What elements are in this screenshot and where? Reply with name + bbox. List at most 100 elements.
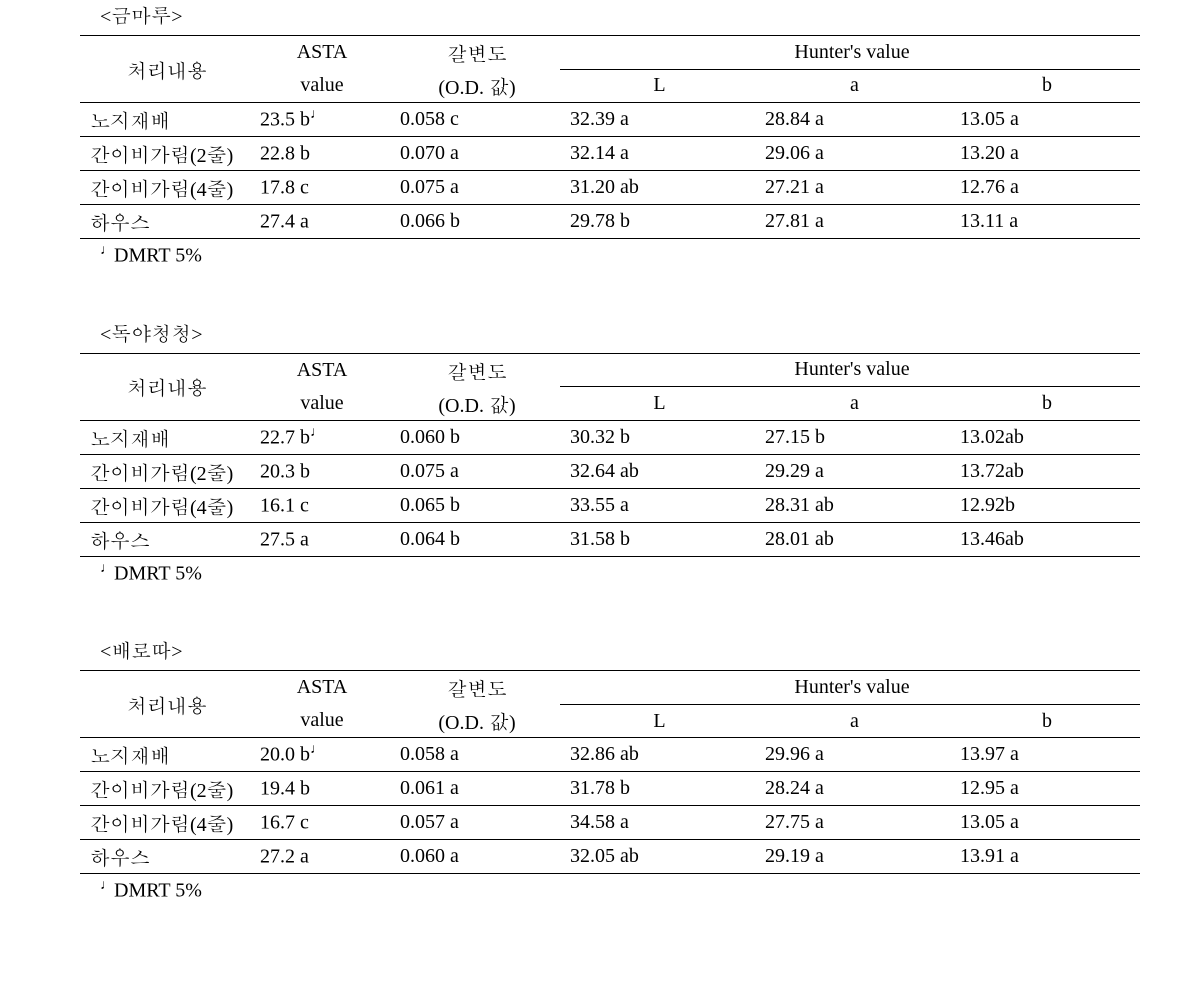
header-treatment: 처리내용 (80, 353, 250, 420)
cell-hunter-L: 31.58 b (560, 522, 755, 556)
cell-hunter-b: 13.05 a (950, 103, 1140, 137)
table-row: 간이비가림(4줄)17.8 c0.075 a31.20 ab27.21 a12.… (80, 171, 1140, 205)
cell-asta-value: 27.5 a (260, 528, 309, 550)
header-browning-bot: (O.D. 값) (390, 704, 560, 738)
table-row: 간이비가림(2줄)20.3 b0.075 a32.64 ab29.29 a13.… (80, 454, 1140, 488)
cell-hunter-L: 30.32 b (560, 420, 755, 454)
footnote-text: DMRT 5% (114, 245, 202, 267)
section-title: <금마루> (0, 0, 1190, 29)
cell-hunter-a: 27.81 a (755, 205, 950, 239)
cell-asta: 19.4 b (250, 772, 390, 806)
cell-asta-value: 19.4 b (260, 778, 310, 800)
cell-asta: 27.2 a (250, 840, 390, 874)
header-hunter-group: Hunter's value (560, 671, 1140, 705)
cell-asta: 17.8 c (250, 171, 390, 205)
cell-hunter-b: 12.92b (950, 488, 1140, 522)
footnote-text: DMRT 5% (114, 562, 202, 584)
header-browning-bot: (O.D. 값) (390, 387, 560, 421)
header-browning-bot: (O.D. 값) (390, 69, 560, 103)
cell-asta: 22.7 b♩ (250, 420, 390, 454)
header-asta-top: ASTA (250, 671, 390, 705)
cell-asta-value: 27.2 a (260, 846, 309, 868)
cell-asta-value: 22.8 b (260, 143, 310, 165)
header-hunter-L: L (560, 69, 755, 103)
cell-hunter-L: 34.58 a (560, 806, 755, 840)
footnote-mark: ♩ (100, 243, 114, 258)
cell-od: 0.065 b (390, 488, 560, 522)
table-row: 간이비가림(2줄)22.8 b0.070 a32.14 a29.06 a13.2… (80, 137, 1140, 171)
cell-asta-mark: ♩ (310, 107, 324, 122)
cell-hunter-b: 13.72ab (950, 454, 1140, 488)
cell-treatment: 노지재배 (80, 738, 250, 772)
cell-hunter-L: 32.64 ab (560, 454, 755, 488)
table-row: 하우스27.2 a0.060 a32.05 ab29.19 a13.91 a (80, 840, 1140, 874)
cell-od: 0.061 a (390, 772, 560, 806)
cell-od: 0.075 a (390, 454, 560, 488)
table-row: 노지재배23.5 b♩0.058 c32.39 a28.84 a13.05 a (80, 103, 1140, 137)
cell-hunter-L: 32.05 ab (560, 840, 755, 874)
cell-treatment: 노지재배 (80, 103, 250, 137)
cell-od: 0.066 b (390, 205, 560, 239)
data-table: 처리내용ASTA갈변도Hunter's valuevalue(O.D. 값)La… (80, 670, 1140, 874)
cell-hunter-b: 13.46ab (950, 522, 1140, 556)
cell-treatment: 하우스 (80, 205, 250, 239)
cell-treatment: 간이비가림(4줄) (80, 171, 250, 205)
cell-hunter-a: 27.15 b (755, 420, 950, 454)
cell-od: 0.057 a (390, 806, 560, 840)
section-title: <배로따> (0, 635, 1190, 664)
cell-hunter-L: 32.39 a (560, 103, 755, 137)
cell-hunter-a: 27.21 a (755, 171, 950, 205)
cell-asta: 23.5 b♩ (250, 103, 390, 137)
cell-asta-value: 23.5 b (260, 109, 310, 131)
cell-hunter-L: 31.78 b (560, 772, 755, 806)
data-table: 처리내용ASTA갈변도Hunter's valuevalue(O.D. 값)La… (80, 35, 1140, 239)
cell-hunter-a: 27.75 a (755, 806, 950, 840)
cell-od: 0.058 c (390, 103, 560, 137)
cell-od: 0.058 a (390, 738, 560, 772)
data-table: 처리내용ASTA갈변도Hunter's valuevalue(O.D. 값)La… (80, 353, 1140, 557)
cell-hunter-a: 28.31 ab (755, 488, 950, 522)
cell-hunter-b: 13.02ab (950, 420, 1140, 454)
header-browning-top: 갈변도 (390, 671, 560, 705)
header-browning-top: 갈변도 (390, 36, 560, 70)
cell-asta: 22.8 b (250, 137, 390, 171)
cell-asta-value: 17.8 c (260, 177, 309, 199)
cell-treatment: 간이비가림(4줄) (80, 806, 250, 840)
header-hunter-b: b (950, 704, 1140, 738)
cell-asta: 27.5 a (250, 522, 390, 556)
section-title: <독야청청> (0, 318, 1190, 347)
header-hunter-a: a (755, 69, 950, 103)
header-asta-top: ASTA (250, 36, 390, 70)
cell-od: 0.064 b (390, 522, 560, 556)
cell-treatment: 하우스 (80, 840, 250, 874)
cell-treatment: 간이비가림(2줄) (80, 454, 250, 488)
cell-treatment: 간이비가림(2줄) (80, 772, 250, 806)
cell-asta-value: 22.7 b (260, 426, 310, 448)
cell-od: 0.060 a (390, 840, 560, 874)
cell-hunter-L: 31.20 ab (560, 171, 755, 205)
cell-hunter-b: 13.20 a (950, 137, 1140, 171)
cell-hunter-b: 12.95 a (950, 772, 1140, 806)
cell-asta: 20.0 b♩ (250, 738, 390, 772)
table-section: <금마루> 처리내용ASTA갈변도Hunter's valuevalue(O.D.… (0, 0, 1190, 268)
cell-hunter-L: 33.55 a (560, 488, 755, 522)
table-row: 간이비가림(2줄) 19.4 b 0.061 a31.78 b28.24 a12.9… (80, 772, 1140, 806)
cell-od: 0.060 b (390, 420, 560, 454)
header-hunter-L: L (560, 704, 755, 738)
cell-hunter-a: 29.06 a (755, 137, 950, 171)
table-section: <독야청청> 처리내용ASTA갈변도Hunter's valuevalue(O.D… (0, 318, 1190, 586)
header-asta-top: ASTA (250, 353, 390, 387)
cell-hunter-a: 28.24 a (755, 772, 950, 806)
cell-hunter-a: 29.29 a (755, 454, 950, 488)
cell-asta-value: 20.0 b (260, 744, 310, 766)
cell-asta: 16.7 c (250, 806, 390, 840)
cell-hunter-a: 28.84 a (755, 103, 950, 137)
cell-asta-value: 16.1 c (260, 494, 309, 516)
cell-od: 0.070 a (390, 137, 560, 171)
footnote-mark: ♩ (100, 878, 114, 893)
footnote-text: DMRT 5% (114, 880, 202, 902)
header-hunter-b: b (950, 69, 1140, 103)
cell-hunter-b: 13.05 a (950, 806, 1140, 840)
footnote: ♩DMRT 5% (0, 878, 1190, 903)
cell-hunter-b: 13.11 a (950, 205, 1140, 239)
